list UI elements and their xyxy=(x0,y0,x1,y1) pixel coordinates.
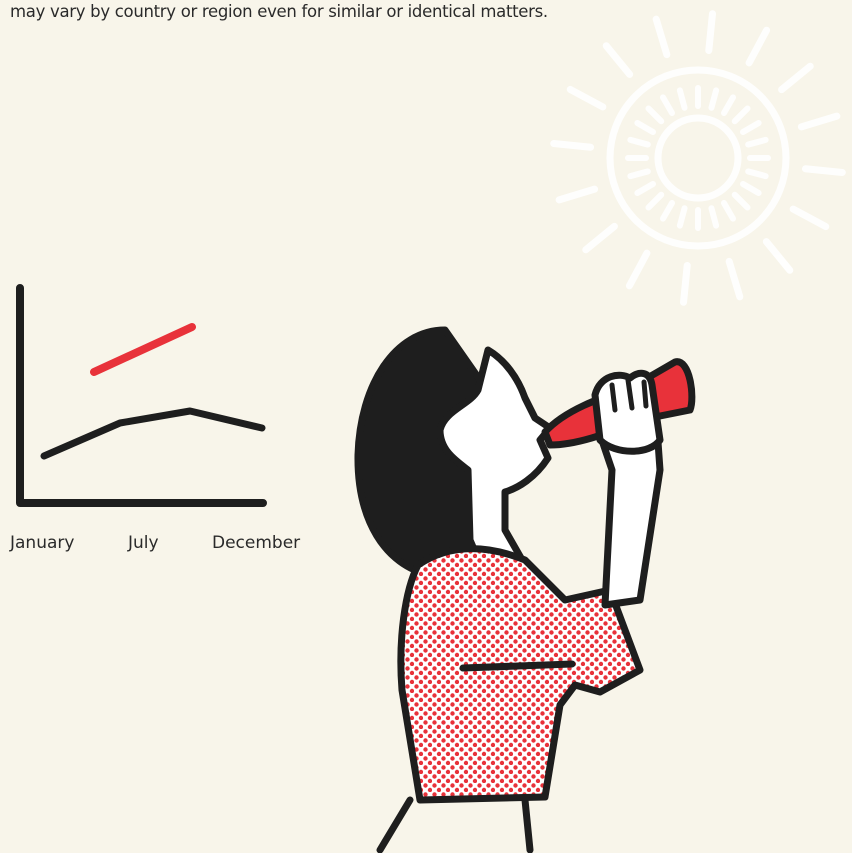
sun-part xyxy=(559,189,594,200)
sun-part xyxy=(805,169,842,173)
sun-part xyxy=(663,97,672,113)
sun-part xyxy=(729,261,740,296)
sun-part xyxy=(709,14,713,51)
sun-part xyxy=(630,140,647,145)
sun-part xyxy=(724,97,733,113)
sun-part xyxy=(735,109,748,122)
sun-part xyxy=(743,184,759,193)
sun-part xyxy=(649,109,662,122)
sun-part xyxy=(793,209,826,227)
sun-part xyxy=(663,203,672,219)
illustration: January July December xyxy=(0,0,852,853)
woman xyxy=(358,330,692,850)
sun-part xyxy=(748,171,765,176)
red-line xyxy=(94,327,192,372)
page: may vary by country or region even for s… xyxy=(0,0,852,853)
dark-line xyxy=(44,411,262,456)
month-label: July xyxy=(127,533,159,553)
sun-part xyxy=(629,253,647,286)
sun-part xyxy=(649,195,662,208)
sun-part xyxy=(724,203,733,219)
sun xyxy=(554,14,843,303)
sun-part xyxy=(749,30,767,63)
sun-part xyxy=(711,208,716,225)
sun-part xyxy=(658,118,738,198)
sun-part xyxy=(684,265,688,302)
sun-part xyxy=(586,226,615,249)
sun-part xyxy=(637,123,653,132)
legs xyxy=(380,800,530,850)
sun-part xyxy=(630,171,647,176)
axes xyxy=(20,288,263,503)
sun-part xyxy=(554,144,591,148)
arm-line xyxy=(463,664,572,668)
sun-part xyxy=(680,90,685,107)
sun-part xyxy=(782,66,811,89)
month-label: January xyxy=(9,533,74,553)
sun-part xyxy=(735,195,748,208)
sun-part xyxy=(656,19,667,54)
sun-part xyxy=(637,184,653,193)
sun-part xyxy=(801,116,836,127)
sun-part xyxy=(743,123,759,132)
month-label: December xyxy=(212,533,300,553)
sun-part xyxy=(606,46,629,75)
sun-part xyxy=(711,90,716,107)
chart-illustration xyxy=(20,288,263,503)
sun-part xyxy=(680,208,685,225)
sun-part xyxy=(570,89,603,107)
sun-part xyxy=(766,242,789,271)
sun-part xyxy=(748,140,765,145)
